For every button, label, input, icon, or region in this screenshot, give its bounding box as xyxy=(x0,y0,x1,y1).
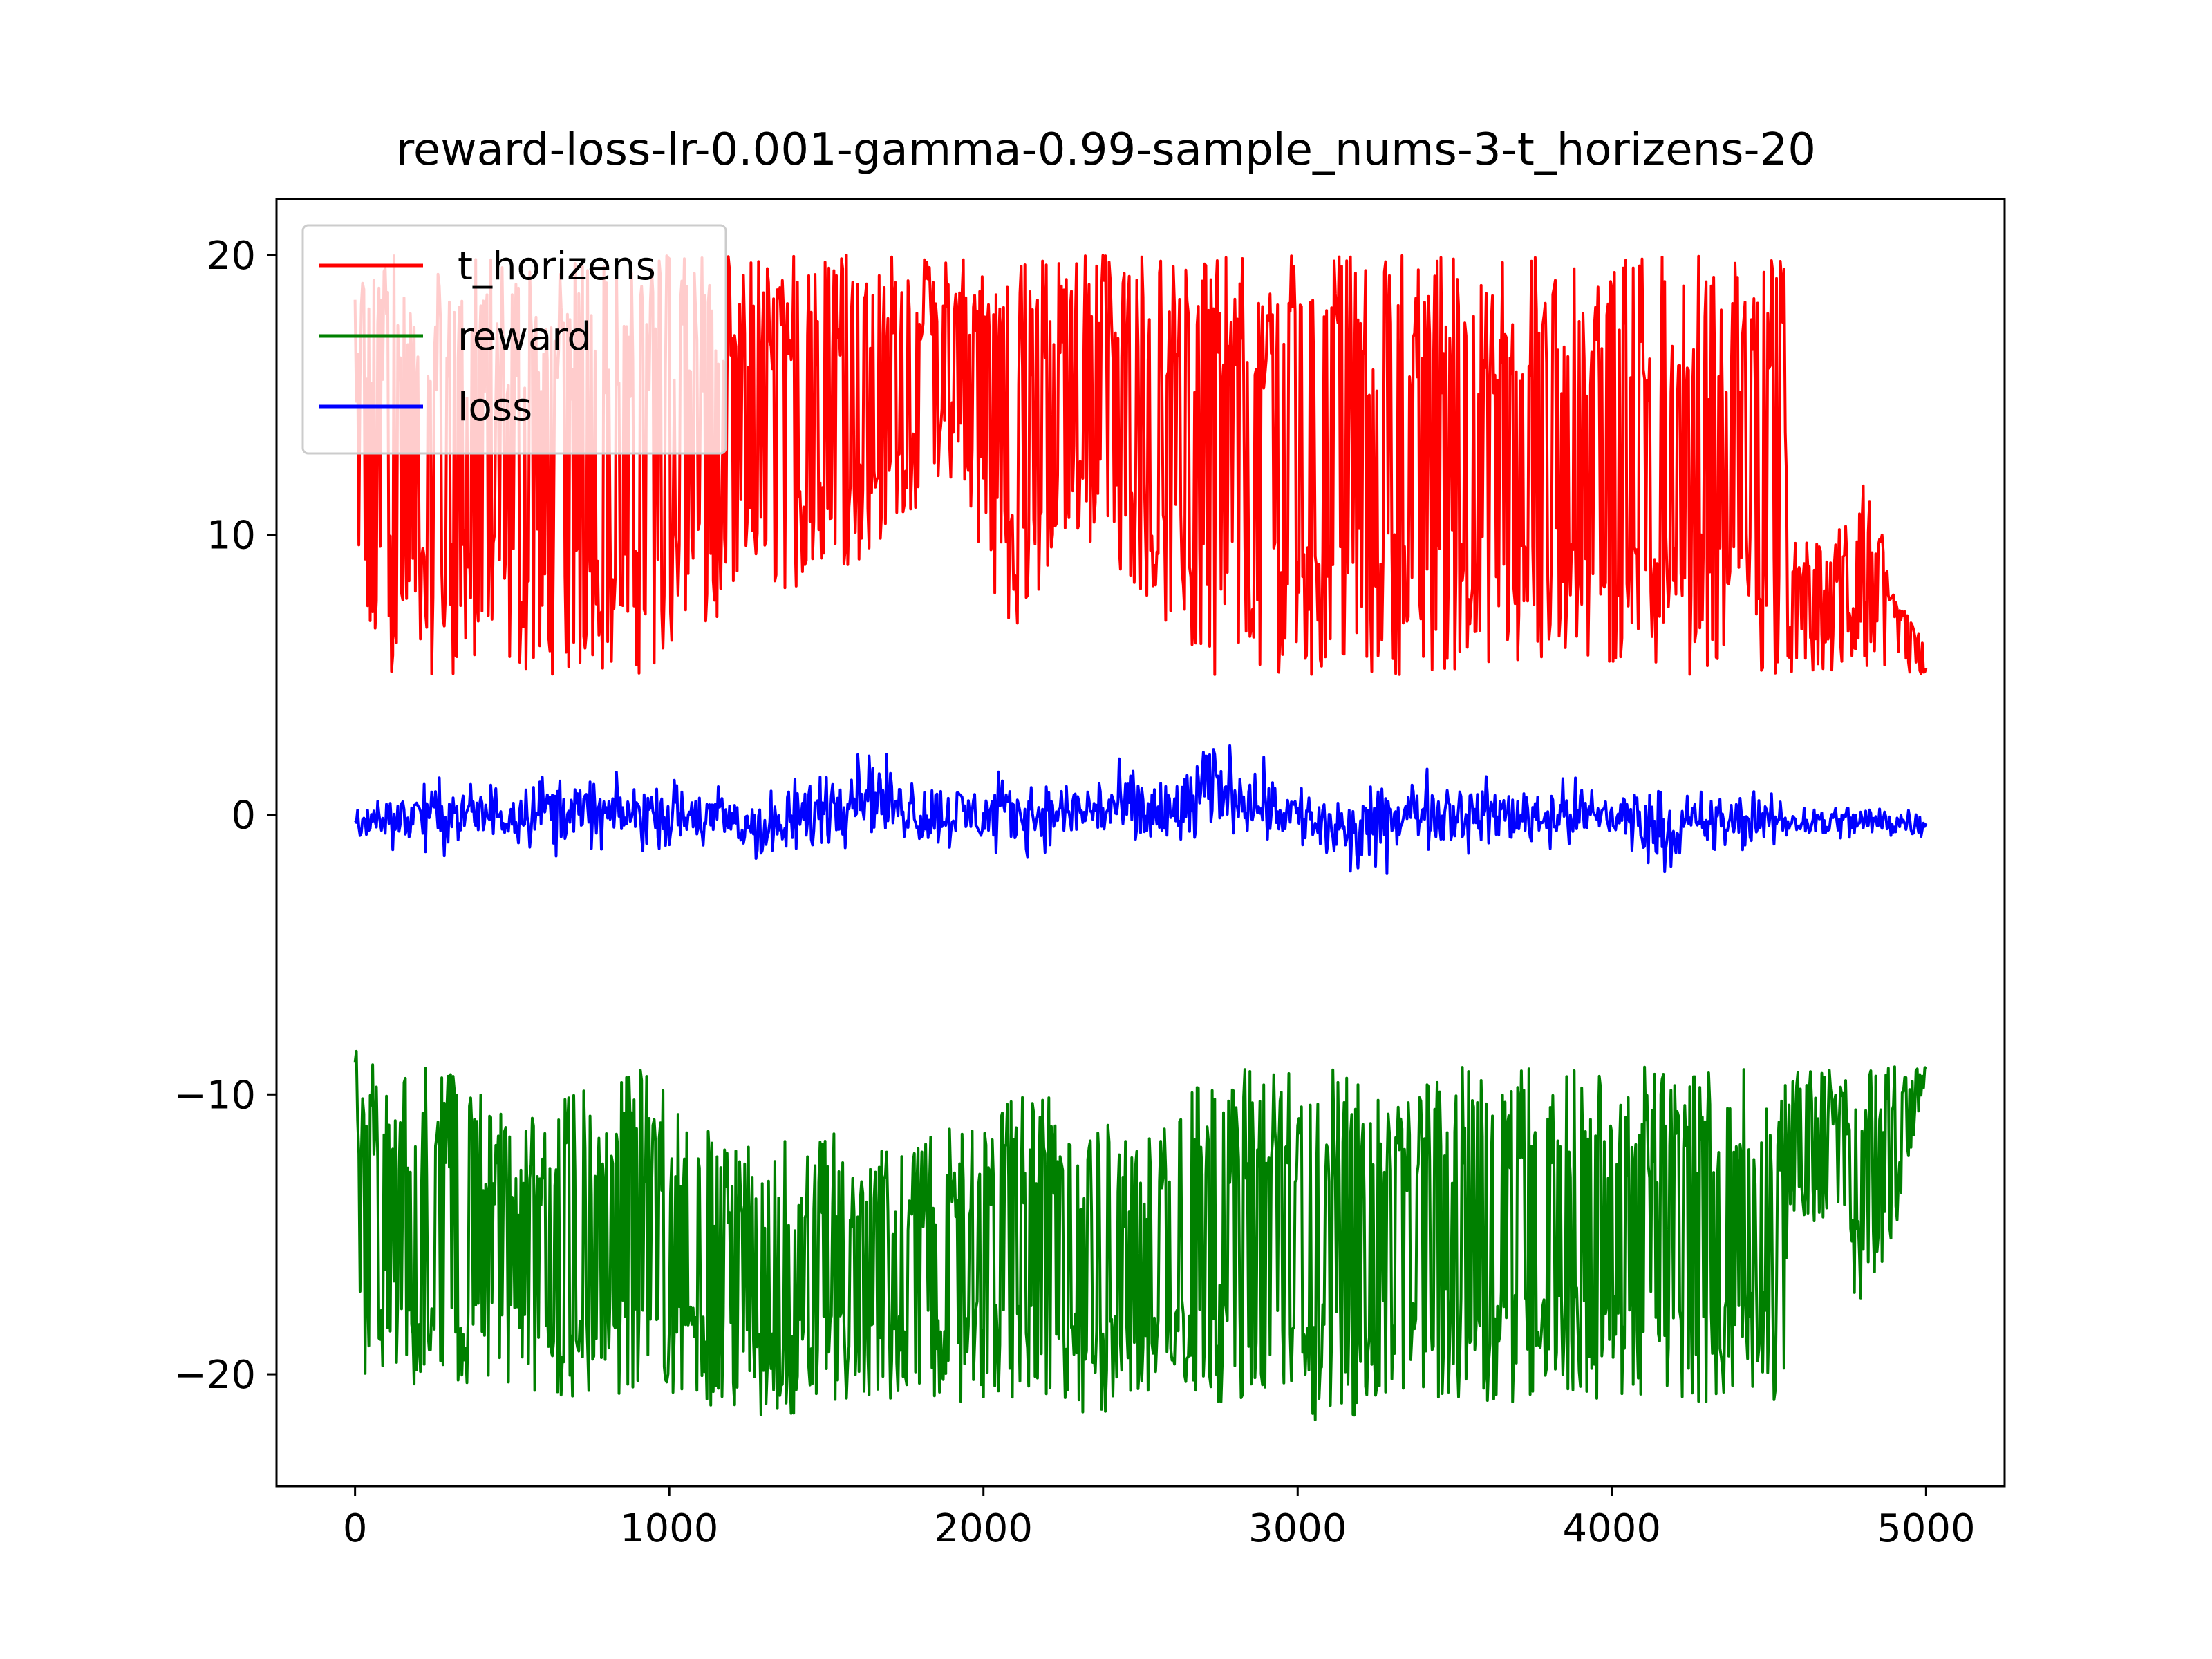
series-line-loss xyxy=(353,744,1928,875)
x-tick-label: 5000 xyxy=(1877,1506,1976,1551)
x-tick-label: 3000 xyxy=(1248,1506,1347,1551)
y-tick-label: 20 xyxy=(207,234,256,279)
x-tick-label: 0 xyxy=(343,1506,368,1551)
y-axis: −20 −10 0 10 20 xyxy=(174,234,276,1398)
legend-label-t_horizens: t_horizens xyxy=(458,244,656,289)
x-axis: 0 1000 2000 3000 4000 5000 xyxy=(343,1486,1976,1551)
axes-frame xyxy=(275,198,2006,1488)
legend-box xyxy=(301,224,727,455)
y-tick-label: −20 xyxy=(174,1353,256,1398)
y-tick-label: 10 xyxy=(207,514,256,559)
series-line-reward xyxy=(353,1049,1927,1421)
y-tick-label: 0 xyxy=(231,794,256,838)
y-tick-label: −10 xyxy=(174,1073,256,1118)
legend-label-loss: loss xyxy=(458,385,532,430)
x-tick-label: 1000 xyxy=(620,1506,719,1551)
x-tick-label: 4000 xyxy=(1563,1506,1662,1551)
legend-label-reward: reward xyxy=(458,315,592,359)
chart-title: reward-loss-lr-0.001-gamma-0.99-sample_n… xyxy=(396,124,1816,176)
x-tick-label: 2000 xyxy=(934,1506,1033,1551)
